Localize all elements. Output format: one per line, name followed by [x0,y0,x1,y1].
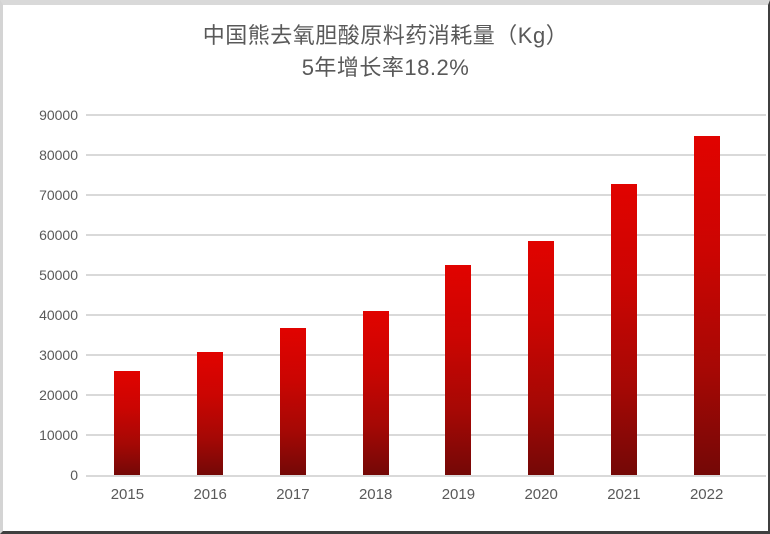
y-tick-label-80000: 80000 [39,147,78,163]
y-tick-label-30000: 30000 [39,347,78,363]
x-tick-label-2018: 2018 [358,486,393,503]
chart-title: 中国熊去氧胆酸原料药消耗量（Kg） 5年增长率18.2% [3,20,768,84]
gridline-90000 [86,114,766,116]
x-tick-label-2015: 2015 [110,486,145,503]
bar-slot-2017 [252,115,335,475]
y-tick-label-50000: 50000 [39,267,78,283]
bar-2019 [445,264,472,475]
x-axis-spacer [7,486,86,503]
bar-2021 [610,184,637,475]
bar-2015 [114,371,141,475]
x-axis: 2015 2016 2017 2018 2019 2020 2021 2022 [3,486,768,503]
y-tick-label-10000: 10000 [39,427,78,443]
gridline-80000 [86,153,766,156]
bar-slot-2020 [500,115,583,475]
bar-slot-2016 [169,115,252,475]
y-tick-label-40000: 40000 [39,307,78,323]
bar-2017 [279,328,306,475]
x-tick-label-2019: 2019 [441,486,476,503]
gridline-70000 [86,193,766,196]
gridline-20000 [86,394,766,396]
y-tick-label-20000: 20000 [39,387,78,403]
bar-slots [86,115,748,475]
bar-2016 [197,352,224,475]
bar-slot-2021 [583,115,666,475]
bar-slot-2022 [665,115,748,475]
x-tick-label-2022: 2022 [689,486,724,503]
x-tick-label-2021: 2021 [607,486,641,503]
y-axis: 0 10000 20000 30000 40000 50000 60000 70000 8000… [7,107,86,483]
gridline-50000 [86,273,766,276]
y-tick-label-70000: 70000 [39,187,78,203]
bar-slot-2015 [86,115,169,475]
y-tick-label-60000: 60000 [39,227,78,243]
bar-slot-2019 [417,115,500,475]
x-tick-label-2020: 2020 [524,486,558,503]
bar-slot-2018 [334,115,417,475]
bar-2018 [362,310,389,475]
y-tick-label-90000: 90000 [39,107,78,123]
gridline-30000 [86,353,766,356]
x-tick-label-2016: 2016 [193,486,227,503]
x-tick-label-2017: 2017 [276,486,310,503]
bar-chart: 0 10000 20000 30000 40000 50000 60000 70000 8000… [3,107,768,483]
bar-2020 [528,241,555,475]
chart-title-line2: 5年增长率18.2% [301,55,470,80]
chart-title-line1: 中国熊去氧胆酸原料药消耗量（Kg） [202,23,569,48]
plot-area [86,114,766,477]
bar-2022 [693,135,720,475]
gridline-60000 [86,233,766,236]
x-axis-labels: 2015 2016 2017 2018 2019 2020 2021 2022 [86,486,748,503]
gridline-40000 [86,314,766,316]
y-tick-label-0: 0 [70,467,78,483]
gridline-10000 [86,433,766,436]
